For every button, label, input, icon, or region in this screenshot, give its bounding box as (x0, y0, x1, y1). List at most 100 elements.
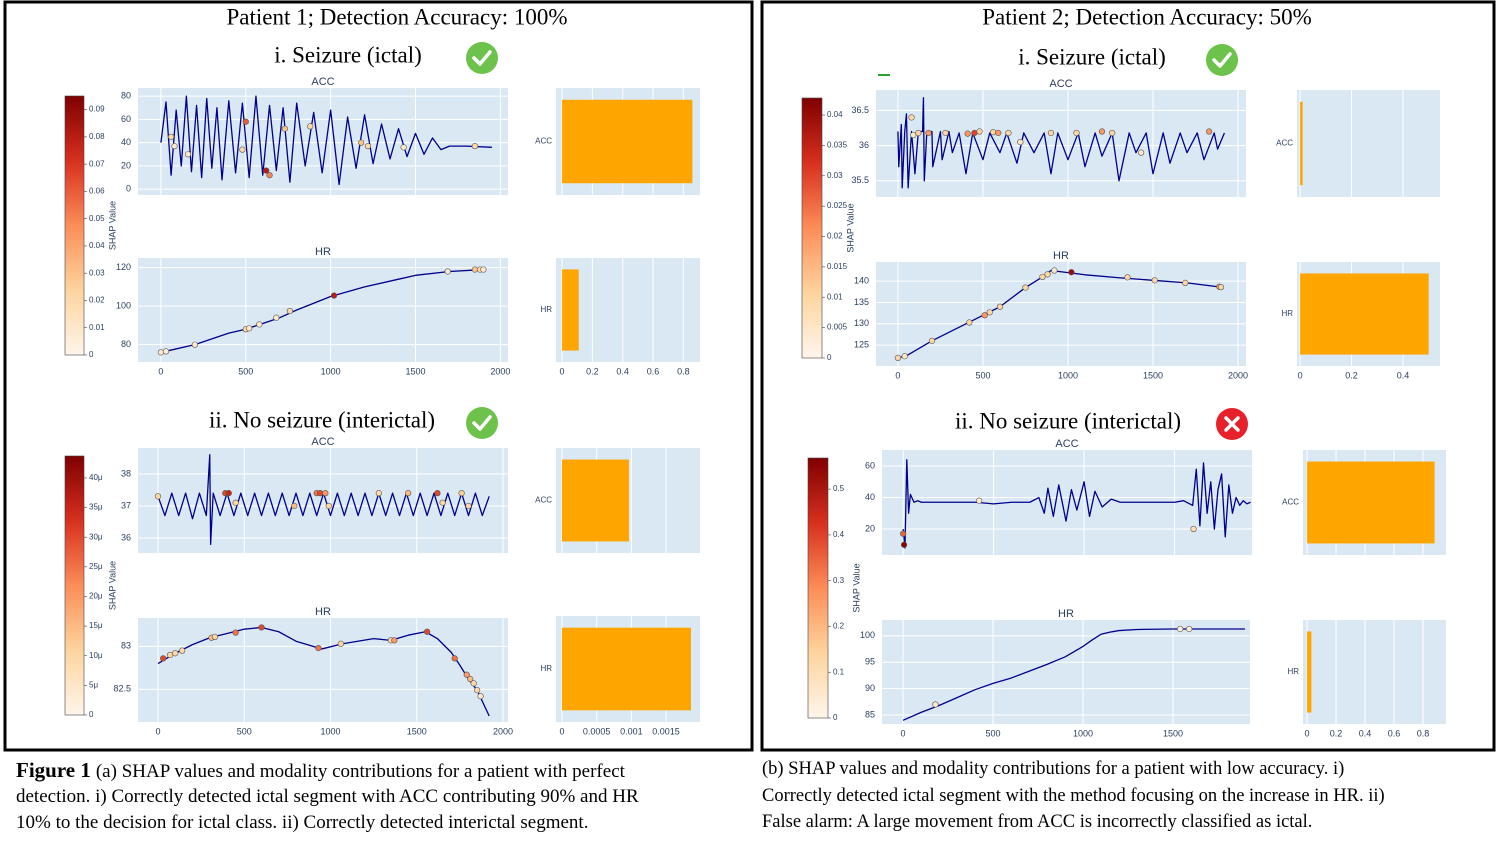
y-tick-label: 120 (116, 262, 131, 272)
colorbar-tick-label: 0.5 (833, 484, 845, 493)
shap-marker (364, 143, 372, 150)
shap-marker (225, 490, 232, 497)
contribution-bar (1307, 461, 1435, 544)
plot-background (882, 620, 1250, 724)
shap-marker (439, 499, 446, 506)
colorbar-tick-label: 30μ (89, 532, 103, 541)
signal-line (160, 268, 484, 354)
shap-marker (463, 671, 470, 678)
shap-marker (976, 497, 983, 504)
x-tick-label: 500 (975, 370, 990, 380)
shap-marker (1068, 269, 1075, 276)
colorbar-title: SHAP Value (107, 201, 117, 250)
colorbar (807, 457, 829, 719)
x-tick-label: 0.2 (1330, 728, 1343, 738)
colorbar-tick-label: 0.02 (89, 296, 105, 305)
shap-marker (458, 490, 465, 497)
shap-marker (900, 541, 908, 548)
plot-title: ACC (1049, 78, 1072, 90)
x-tick-label: 0 (156, 726, 161, 736)
x-tick-label: 0.4 (616, 366, 629, 376)
shap-marker (191, 341, 198, 348)
x-tick-label: 0.2 (1345, 370, 1358, 380)
colorbar-tick-label: 0.03 (827, 171, 843, 180)
category-label: HR (540, 664, 552, 673)
signal-line (160, 95, 492, 186)
shap-marker (179, 647, 186, 654)
colorbar-tick-label: 0 (89, 710, 94, 719)
plot-title: HR (1053, 250, 1069, 262)
caption-label: Figure 1 (16, 758, 91, 782)
category-label: ACC (535, 496, 552, 505)
x-tick-label: 1500 (405, 366, 425, 376)
contribution-bar (562, 269, 579, 351)
plot-background (1303, 620, 1446, 724)
shap-marker (1005, 129, 1012, 137)
x-tick-label: 0.2 (586, 366, 599, 376)
panel-title: Patient 1; Detection Accuracy: 100% (226, 4, 567, 29)
shap-marker (239, 146, 246, 153)
colorbar (64, 95, 85, 356)
caption-text: (a) SHAP values and modality contributio… (95, 761, 625, 782)
contribution-bar (561, 627, 691, 711)
colorbar-tick-label: 0.005 (827, 323, 848, 332)
panel-border (760, 0, 1496, 752)
x-tick-label: 2000 (490, 366, 510, 376)
shap-marker (256, 321, 263, 328)
y-tick-label: 60 (865, 460, 875, 470)
colorbar-tick-label: 0.015 (827, 262, 848, 271)
y-tick-label: 125 (854, 339, 869, 349)
colorbar-tick-label: 0.01 (89, 323, 105, 332)
x-tick-label: 1000 (321, 366, 341, 376)
x-tick-label: 500 (238, 366, 253, 376)
shap-marker (166, 651, 174, 659)
category-label: ACC (1282, 498, 1299, 507)
y-tick-label: 36 (121, 532, 131, 542)
shap-marker (1182, 279, 1189, 286)
shap-marker (444, 268, 451, 275)
colorbar-tick-label: 0.025 (827, 201, 848, 210)
colorbar-tick-label: 10μ (89, 651, 103, 660)
y-tick-label: 0 (126, 184, 131, 194)
caption-line: Figure 1 (a) SHAP values and modality con… (16, 757, 639, 784)
shap-marker (976, 128, 983, 135)
x-tick-label: 0.0005 (583, 726, 611, 736)
contribution-bar (1307, 631, 1312, 713)
plot-title: ACC (311, 436, 334, 448)
plot-background (556, 258, 700, 362)
plot-title: HR (315, 606, 331, 618)
signal-line (157, 454, 490, 546)
colorbar-tick-label: 40μ (89, 473, 103, 482)
shap-marker (400, 144, 407, 151)
x-tick-label: 0 (158, 366, 163, 376)
y-tick-label: 37 (121, 500, 131, 510)
x-tick-label: 0.8 (1417, 728, 1430, 738)
check-icon (1206, 44, 1238, 76)
y-tick-label: 100 (116, 301, 131, 311)
y-tick-label: 60 (121, 114, 131, 124)
y-tick-label: 90 (865, 683, 875, 693)
colorbar-tick-label: 0.1 (833, 667, 845, 676)
check-icon (466, 42, 498, 74)
colorbar-tick-label: 0.06 (89, 187, 105, 196)
shap-marker (480, 266, 487, 273)
shap-marker (157, 349, 165, 356)
contribution-bar (1300, 273, 1429, 355)
x-tick-label: 0 (560, 366, 565, 376)
shap-marker (172, 650, 179, 657)
colorbar (801, 97, 823, 359)
shap-marker (986, 309, 993, 316)
shap-marker (232, 629, 239, 636)
colorbar-title: SHAP Value (851, 563, 861, 612)
y-tick-label: 100 (860, 630, 875, 640)
colorbar-tick-label: 5μ (89, 680, 98, 689)
colorbar-tick-label: 0.2 (833, 622, 845, 631)
shap-marker (358, 139, 365, 146)
x-tick-label: 2000 (493, 726, 513, 736)
x-tick-label: 1000 (1073, 728, 1093, 738)
colorbar-tick-label: 0.05 (89, 214, 105, 223)
x-tick-label: 2000 (1228, 370, 1248, 380)
shap-marker (246, 325, 253, 332)
panel-title: Patient 2; Detection Accuracy: 50% (982, 4, 1312, 29)
x-tick-label: 1500 (1163, 728, 1183, 738)
